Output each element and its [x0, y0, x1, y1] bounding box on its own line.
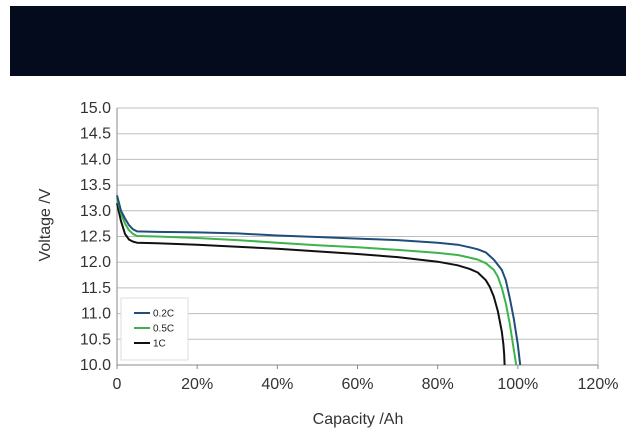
y-tick-label: 11.0 [81, 306, 111, 323]
y-tick-label: 12.0 [80, 254, 111, 271]
y-axis-title: Voltage /V [37, 188, 54, 261]
x-tick-label: 80% [422, 376, 454, 393]
x-tick-label: 120% [578, 376, 619, 393]
series-line-0.5c [116, 197, 518, 366]
legend: 0.2C 0.5C 1C [120, 297, 189, 361]
legend-label: 1C [153, 339, 166, 350]
legend-label: 0.5C [153, 324, 174, 335]
x-tick-label: 60% [341, 376, 373, 393]
y-tick-label: 12.5 [80, 229, 111, 246]
y-tick-label: 14.5 [80, 126, 111, 143]
y-tick-label: 13.0 [80, 203, 111, 220]
y-tick-label: 11.5 [81, 280, 111, 297]
series-line-1c [116, 202, 506, 366]
y-tick-label: 14.0 [80, 151, 111, 168]
legend-label: 0.2C [153, 309, 174, 320]
series-lines [116, 195, 522, 366]
series-line-0.2c [116, 195, 522, 366]
y-tick-label: 10.5 [80, 331, 111, 348]
x-tick-label: 0 [113, 376, 122, 393]
legend-box [120, 297, 189, 361]
x-tick-label: 100% [497, 376, 538, 393]
x-tick-label: 40% [261, 376, 293, 393]
y-tick-label: 15.0 [80, 100, 111, 117]
y-tick-label: 10.0 [80, 357, 111, 374]
grid-lines [117, 107, 598, 366]
y-tick-label: 13.5 [80, 177, 111, 194]
x-tick-labels: 0 20% 40% 60% 80% 100% 120% [113, 365, 619, 393]
header-band [10, 6, 626, 76]
x-tick-label: 20% [181, 376, 213, 393]
x-axis-title: Capacity /Ah [313, 411, 404, 428]
y-tick-labels: 10.0 10.5 11.0 11.5 12.0 12.5 13.0 13.5 14.0 14.5… [80, 100, 111, 374]
